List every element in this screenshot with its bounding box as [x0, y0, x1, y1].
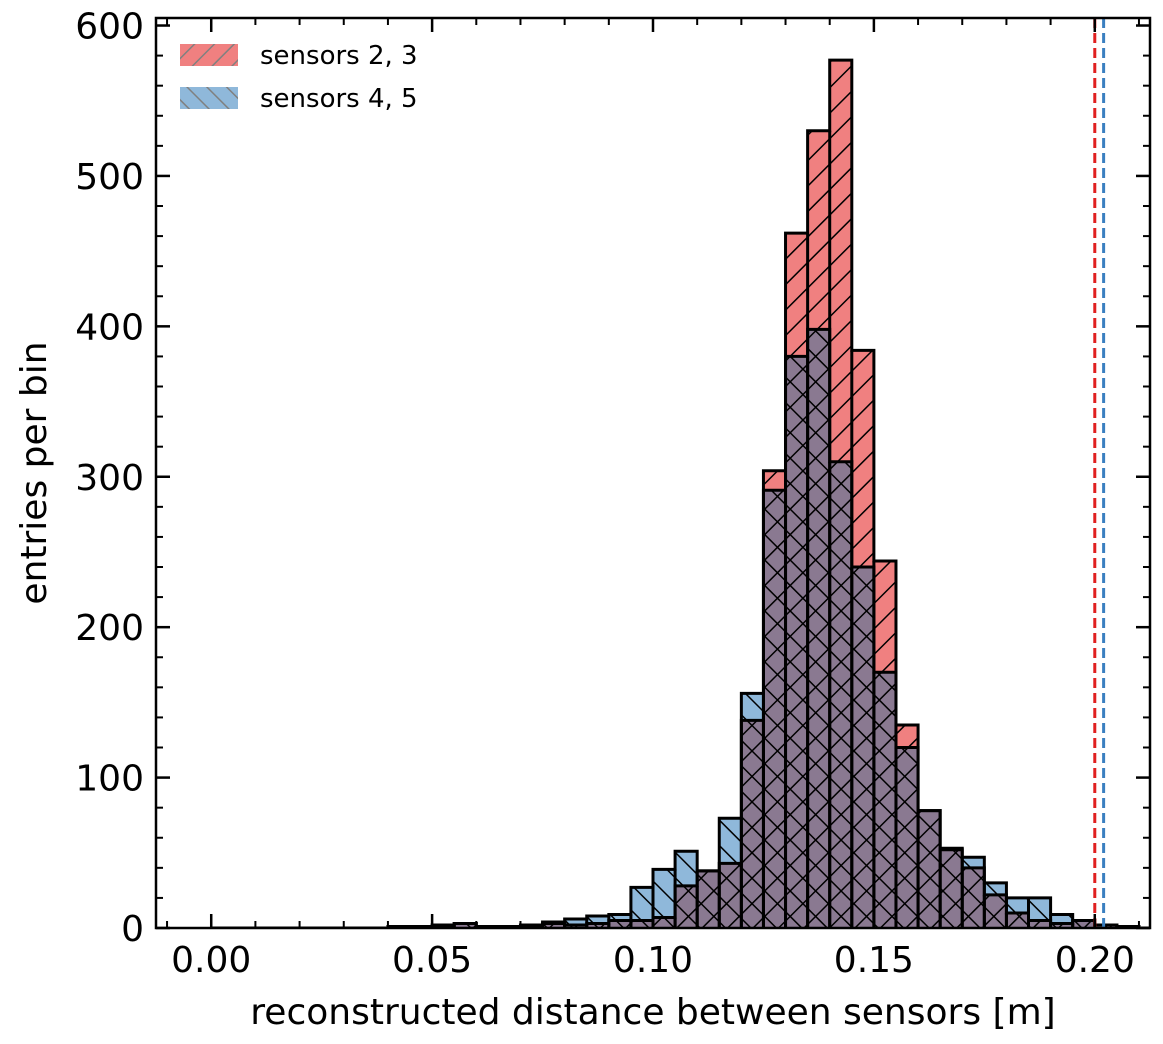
bar-sensors-4-5-hatch [1028, 897, 1051, 921]
bar-overlap-hatch-bwd [962, 867, 985, 928]
bar-sensors-4-5-hatch [675, 851, 698, 886]
bar-sensors-4-5-hatch [653, 869, 676, 918]
y-tick-label: 400 [75, 307, 144, 348]
bar-overlap-hatch-bwd [564, 924, 587, 928]
bar-overlap-hatch-bwd [586, 923, 609, 928]
bar-sensors-2-3-hatch [873, 560, 896, 673]
reference-lines [1093, 18, 1106, 928]
bar-overlap-hatch-bwd [1050, 923, 1073, 928]
bar-sensors-4-5-hatch [630, 887, 653, 921]
bar-overlap-hatch-bwd [454, 923, 477, 928]
bar-overlap-hatch-bwd [542, 923, 565, 928]
bar-sensors-2-3-hatch [763, 470, 786, 491]
y-tick-label: 100 [75, 759, 144, 800]
x-tick-label: 0.10 [613, 940, 693, 981]
y-tick-label: 200 [75, 608, 144, 649]
bar-sensors-2-3-hatch [895, 724, 919, 748]
bars-layer [211, 58, 1150, 928]
x-tick-label: 0.00 [171, 940, 251, 981]
bar-overlap-hatch-bwd [697, 870, 720, 928]
bar-sensors-4-5-hatch [719, 818, 742, 864]
x-axis-ticks: 0.00 0.05 0.10 0.15 0.20 [166, 18, 1140, 981]
bar-overlap-hatch-bwd [741, 720, 764, 928]
bar-overlap-hatch-bwd [608, 920, 631, 928]
y-axis-title: entries per bin [14, 341, 55, 604]
bar-sensors-4-5-hatch [608, 914, 631, 921]
bar-overlap-hatch-bwd [873, 672, 896, 928]
bar-overlap-hatch-bwd [675, 885, 698, 928]
x-axis-title: reconstructed distance between sensors [… [250, 992, 1055, 1033]
bar-sensors-2-3-hatch [829, 60, 852, 462]
bar-overlap-hatch-bwd [895, 747, 919, 928]
legend-label: sensors 2, 3 [260, 41, 418, 71]
bar-overlap-hatch-bwd [1094, 924, 1117, 928]
bar-sensors-2-3-hatch [851, 350, 874, 568]
y-tick-label: 500 [75, 157, 144, 198]
outline-sensors-4-5 [211, 327, 1150, 928]
bar-sensors-4-5-hatch [564, 918, 587, 925]
bar-overlap-hatch-bwd [630, 920, 653, 928]
legend: sensors 2, 3 sensors 4, 5 [180, 41, 418, 114]
legend-swatch-hatch [180, 44, 238, 66]
bar-sensors-4-5-hatch [586, 915, 609, 924]
legend-label: sensors 4, 5 [260, 84, 418, 114]
bar-overlap-hatch-bwd [807, 329, 830, 928]
bar-overlap-hatch-bwd [940, 849, 963, 928]
bar-overlap-hatch-bwd [984, 894, 1007, 928]
x-tick-label: 0.05 [392, 940, 472, 981]
bar-overlap-hatch-bwd [918, 810, 941, 928]
bar-sensors-4-5-hatch [1050, 914, 1073, 924]
plot-frame [154, 16, 1152, 930]
bar-overlap-hatch-bwd [653, 917, 676, 928]
bar-overlap-hatch-bwd [785, 356, 808, 928]
y-axis-ticks: 0 100 200 300 400 500 600 [75, 7, 1150, 950]
outline-sensors-2-3 [211, 58, 1150, 928]
bar-overlap-hatch-bwd [1072, 920, 1095, 928]
bar-sensors-4-5-hatch [741, 693, 764, 721]
x-tick-label: 0.20 [1055, 940, 1135, 981]
bar-overlap-hatch-bwd [851, 567, 874, 928]
bar-overlap-hatch-bwd [763, 490, 786, 928]
bar-overlap-hatch-bwd [1006, 912, 1029, 928]
y-tick-label: 0 [121, 909, 144, 950]
bar-sensors-4-5-hatch [1006, 897, 1029, 913]
bar-overlap-hatch-bwd [1028, 920, 1051, 928]
legend-swatch-hatch [180, 87, 238, 109]
bar-overlap-hatch-bwd [829, 461, 852, 928]
x-tick-label: 0.15 [834, 940, 914, 981]
y-tick-label: 600 [75, 7, 144, 48]
bar-sensors-2-3-hatch [785, 233, 808, 357]
bar-overlap-hatch-bwd [719, 863, 742, 928]
bar-sensors-4-5-hatch [984, 882, 1007, 895]
y-tick-label: 300 [75, 458, 144, 499]
bar-sensors-4-5-hatch [962, 857, 985, 868]
bar-sensors-2-3-hatch [807, 130, 830, 330]
